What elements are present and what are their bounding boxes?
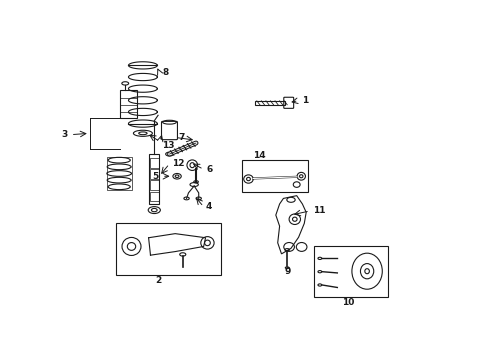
Bar	[150, 192, 159, 201]
Text: 14: 14	[253, 151, 266, 160]
Text: 1: 1	[302, 96, 308, 105]
Bar	[107, 157, 131, 190]
Text: 3: 3	[61, 130, 68, 139]
Bar	[314, 246, 388, 297]
Bar	[242, 159, 308, 192]
Bar	[150, 169, 159, 179]
Text: 2: 2	[155, 276, 161, 285]
Text: 11: 11	[313, 206, 325, 215]
Text: 7: 7	[178, 133, 185, 142]
Text: 9: 9	[284, 267, 291, 276]
Bar	[150, 180, 159, 190]
Bar	[120, 90, 137, 118]
Bar	[149, 154, 159, 204]
Text: 6: 6	[207, 165, 213, 174]
Text: 4: 4	[206, 202, 212, 211]
Text: 10: 10	[342, 298, 354, 307]
Text: 5: 5	[152, 172, 159, 181]
Text: 12: 12	[172, 159, 185, 168]
Text: 13: 13	[162, 141, 174, 150]
Text: 8: 8	[162, 68, 169, 77]
Bar	[116, 223, 220, 275]
Bar	[255, 101, 285, 105]
Bar	[150, 158, 159, 168]
